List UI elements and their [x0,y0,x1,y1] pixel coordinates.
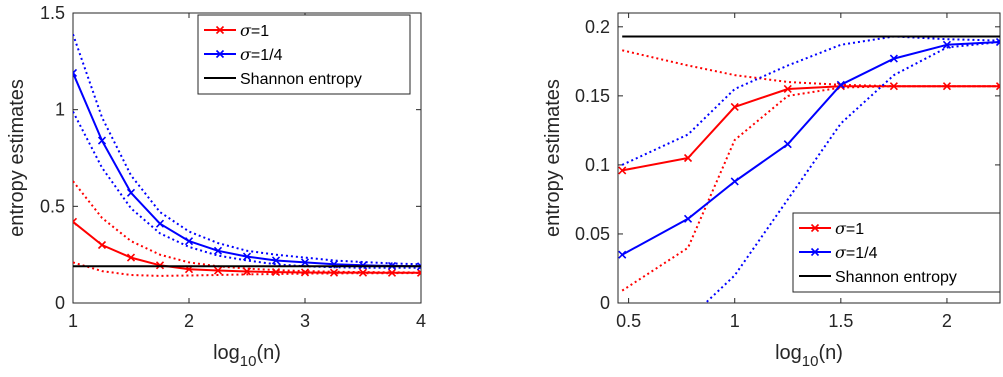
data-point-marker [300,258,310,267]
data-point-marker [126,188,136,197]
y-tick-label: 0.2 [585,17,610,37]
data-point-marker [683,153,693,163]
data-point-marker [618,250,627,259]
data-point-marker [97,136,107,145]
data-point-marker [300,268,310,277]
legend-marker [215,25,225,35]
data-point-marker [73,217,78,226]
data-point-marker [783,140,792,149]
data-point-marker [213,246,223,255]
data-point-marker [184,237,194,246]
chart-2: 0.5 1 1.5 2 0 0.05 0.1 0.15 0.2 log10(n) entropy e… [542,12,1001,370]
legend: σ=1 σ=1/4 Shannon entropy [792,212,1001,293]
y-tick-label: 0 [600,293,610,313]
legend-label: σ=1/4 [835,243,878,262]
x-tick-label: 1 [68,311,78,331]
legend-marker [215,49,225,59]
x-tick-label: 2 [184,311,194,331]
series-line-6 [704,41,1000,303]
x-axis-label: log10(n) [775,342,843,370]
x-tick-label: 0.5 [616,311,641,331]
x-tick-label: 1 [730,311,740,331]
y-tick-label: 0.1 [585,155,610,175]
series-group [73,33,421,277]
data-point-marker [97,240,107,250]
legend-label: σ=1 [240,21,269,40]
legend-label: σ=1/4 [240,45,283,64]
data-point-marker [213,266,223,275]
y-tick-label: 0.5 [40,196,65,216]
data-point-marker [618,166,627,175]
series-group [618,35,1000,303]
data-point-marker [242,252,252,261]
series-line-5 [73,33,421,266]
chart-1: 1 2 3 4 0 0.5 1 1.5 log10(n) entropy estimates σ=1… [6,3,426,370]
data-point-marker [730,177,739,186]
x-tick-label: 2 [942,311,952,331]
data-point-marker [942,82,952,91]
data-point-marker [271,256,281,265]
y-tick-label: 1 [55,100,65,120]
series-line-4 [621,41,1000,256]
data-point-marker [942,40,952,49]
series-line-2 [621,49,1000,88]
x-tick-label: 3 [300,311,310,331]
y-axis-label: entropy estimates [6,79,28,237]
data-point-marker [126,253,136,262]
y-tick-label: 1.5 [40,3,65,23]
legend: σ=1 σ=1/4 Shannon entropy [197,14,411,95]
y-tick-label: 0.15 [575,86,610,106]
data-point-marker [836,80,845,89]
data-point-marker [73,68,78,77]
y-tick-label: 0.05 [575,224,610,244]
series-line-2 [73,180,421,274]
data-point-marker [730,102,739,111]
series-line-3 [73,261,421,277]
data-point-marker [889,54,898,63]
x-tick-label: 1.5 [828,311,853,331]
data-point-marker [155,219,165,228]
legend-label: σ=1 [835,219,864,238]
data-point-marker [683,214,693,223]
x-axis-label: log10(n) [213,342,281,370]
y-axis-label: entropy estimates [542,79,564,237]
y-tick-label: 0 [55,293,65,313]
data-point-marker [416,268,421,277]
data-point-marker [995,82,1000,91]
legend-marker [810,247,820,257]
series-line-5 [621,35,1000,166]
legend-label: Shannon entropy [240,71,362,88]
legend-label: Shannon entropy [835,269,957,286]
series-line-3 [621,85,1000,292]
data-point-marker [783,84,792,94]
legend-marker [810,223,820,233]
x-tick-label: 4 [416,311,426,331]
